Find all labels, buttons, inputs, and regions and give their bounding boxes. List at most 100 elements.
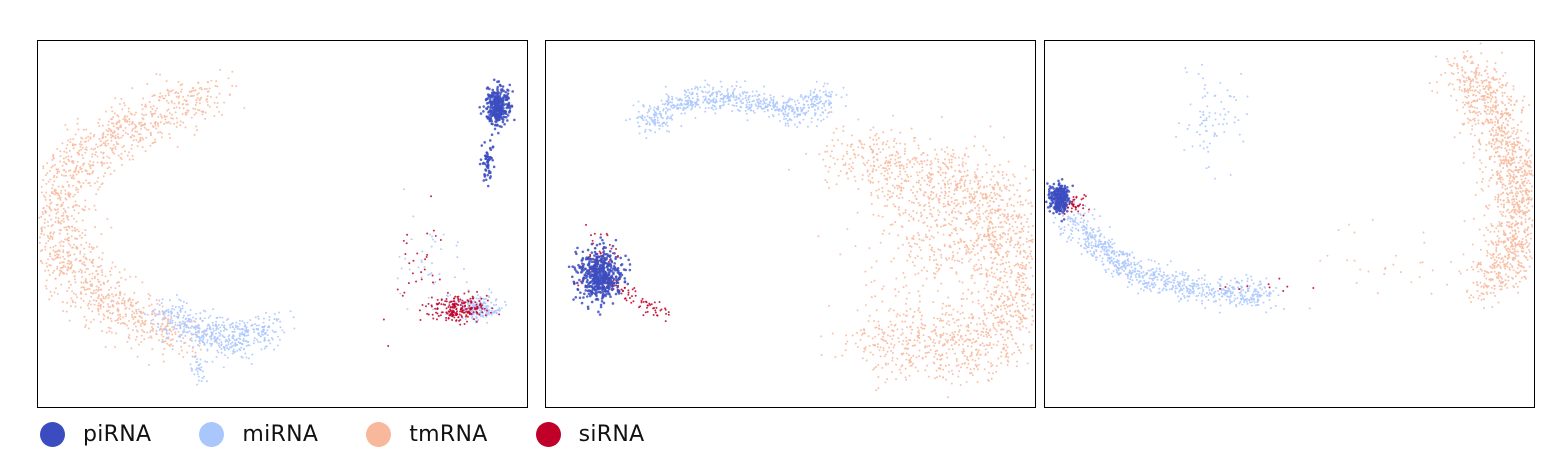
scatter-point-tmrna [978,199,981,202]
scatter-point-tmrna [88,273,91,276]
scatter-point-tmrna [50,209,53,212]
scatter-point-mirna [496,309,499,312]
scatter-point-tmrna [979,323,982,326]
scatter-point-tmrna [898,185,901,188]
scatter-point-tmrna [103,314,106,317]
scatter-point-mirna [807,109,810,112]
scatter-point-tmrna [170,330,173,333]
scatter-point-tmrna [887,326,890,329]
scatter-point-tmrna [886,198,889,201]
scatter-point-tmrna [980,305,983,308]
scatter-point-tmrna [100,293,103,296]
scatter-point-tmrna [1009,304,1012,307]
scatter-point-tmrna [141,146,144,149]
scatter-point-tmrna [947,396,950,399]
scatter-point-tmrna [985,344,988,347]
scatter-point-tmrna [1019,351,1022,354]
scatter-point-tmrna [892,346,895,349]
scatter-point-tmrna [915,198,918,201]
scatter-point-tmrna [161,323,164,326]
scatter-point-tmrna [52,192,55,195]
scatter-point-tmrna [901,343,904,346]
scatter-point-tmrna [52,232,55,235]
scatter-point-tmrna [140,340,143,343]
scatter-point-sirna [446,291,449,294]
scatter-point-mirna [472,312,475,315]
scatter-point-tmrna [1018,322,1021,325]
scatter-point-mirna [155,330,158,333]
scatter-point-mirna [822,91,825,94]
scatter-point-tmrna [171,113,174,116]
scatter-point-tmrna [959,186,962,189]
scatter-point-tmrna [913,310,916,313]
scatter-point-tmrna [109,327,112,330]
scatter-point-tmrna [892,114,895,117]
scatter-point-tmrna [1006,202,1009,205]
scatter-point-mirna [455,301,458,304]
scatter-point-tmrna [943,158,946,161]
scatter-point-tmrna [110,300,113,303]
scatter-point-mirna [231,337,234,340]
scatter-point-tmrna [1005,331,1008,334]
scatter-point-mirna [173,326,176,329]
scatter-point-tmrna [96,155,99,158]
scatter-point-tmrna [168,136,171,139]
scatter-point-tmrna [164,94,167,97]
scatter-point-mirna [480,309,483,312]
scatter-point-tmrna [940,115,943,118]
scatter-point-tmrna [966,190,969,193]
scatter-point-tmrna [47,269,50,272]
scatter-point-tmrna [49,255,52,258]
scatter-point-tmrna [870,296,873,299]
scatter-point-tmrna [917,290,920,293]
scatter-point-tmrna [924,355,927,358]
scatter-point-sirna [480,297,483,300]
scatter-point-mirna [417,266,420,269]
scatter-point-mirna [192,345,195,348]
scatter-point-tmrna [131,315,134,318]
scatter-point-sirna [458,319,461,322]
scatter-point-tmrna [996,192,999,195]
scatter-point-tmrna [132,128,135,131]
scatter-point-tmrna [1012,315,1015,318]
scatter-point-tmrna [926,364,929,367]
scatter-point-tmrna [894,154,897,157]
scatter-point-tmrna [124,119,127,122]
scatter-point-tmrna [991,212,994,215]
scatter-point-sirna [468,307,471,310]
scatter-point-mirna [200,339,203,342]
scatter-point-tmrna [893,186,896,189]
scatter-point-tmrna [891,356,894,359]
scatter-point-tmrna [92,265,95,268]
scatter-point-tmrna [1006,359,1009,362]
scatter-point-tmrna [930,213,933,216]
scatter-point-pirna [492,106,496,109]
scatter-point-tmrna [983,257,986,260]
scatter-point-tmrna [1010,272,1013,275]
scatter-point-sirna [452,311,455,314]
scatter-point-mirna [187,327,190,330]
scatter-point-pirna [501,117,504,121]
scatter-point-tmrna [958,247,961,250]
scatter-point-tmrna [984,192,987,195]
scatter-point-tmrna [1015,214,1018,217]
scatter-point-tmrna [1026,217,1029,220]
scatter-point-tmrna [1024,284,1027,287]
scatter-point-mirna [429,233,432,236]
scatter-point-tmrna [948,204,951,207]
scatter-point-tmrna [944,190,947,193]
scatter-point-tmrna [108,166,111,169]
scatter-point-tmrna [93,204,96,207]
scatter-point-mirna [222,321,225,324]
scatter-point-tmrna [921,357,924,360]
scatter-point-tmrna [210,79,213,82]
scatter-point-tmrna [117,143,120,146]
scatter-point-tmrna [954,180,957,183]
scatter-point-tmrna [158,99,161,102]
scatter-point-mirna [712,91,715,94]
scatter-point-mirna [201,334,204,337]
scatter-point-tmrna [85,179,88,182]
scatter-point-tmrna [961,338,964,341]
scatter-point-sirna [442,303,445,306]
scatter-point-mirna [217,351,220,354]
